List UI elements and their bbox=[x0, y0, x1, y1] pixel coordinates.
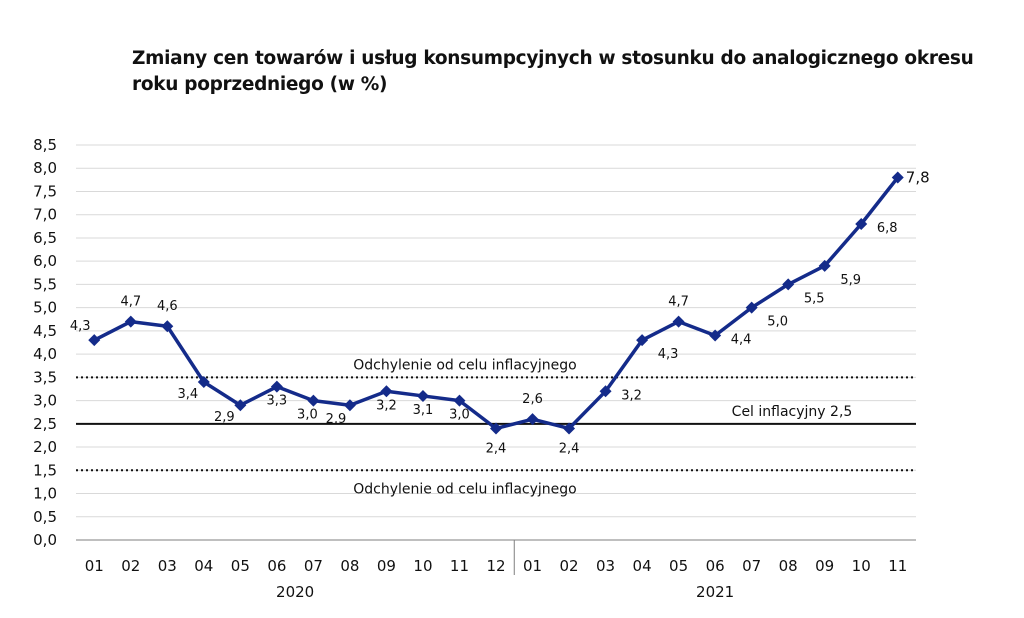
x-tick-label: 03 bbox=[596, 557, 615, 575]
data-point-marker bbox=[490, 422, 502, 435]
data-label: 4,3 bbox=[658, 347, 679, 362]
data-label: 2,9 bbox=[214, 410, 235, 425]
data-label: 3,3 bbox=[267, 394, 288, 409]
data-point-marker bbox=[599, 385, 612, 398]
y-tick-label: 2,5 bbox=[33, 415, 57, 433]
data-point-marker bbox=[88, 334, 101, 347]
data-label: 5,9 bbox=[840, 273, 861, 288]
data-label: 3,4 bbox=[177, 387, 198, 402]
data-point-marker bbox=[197, 376, 210, 388]
x-tick-label: 10 bbox=[852, 557, 871, 575]
data-labels: 4,3 4,7 4,6 3,4 2,9 3,3 3,0 2,9 3,2 3,1 3,0 2,4 2,6 2… bbox=[70, 169, 930, 457]
y-tick-label: 5,0 bbox=[33, 299, 57, 317]
x-tick-label: 08 bbox=[779, 557, 798, 575]
y-tick-label: 4,0 bbox=[33, 345, 57, 363]
data-point-marker bbox=[636, 334, 649, 347]
x-tick-label: 09 bbox=[377, 557, 396, 575]
data-label: 3,2 bbox=[376, 398, 397, 413]
data-point-marker bbox=[672, 315, 685, 328]
y-tick-label: 0,5 bbox=[33, 508, 57, 526]
data-label: 2,4 bbox=[559, 441, 580, 456]
data-label: 4,4 bbox=[731, 333, 752, 348]
x-tick-label: 07 bbox=[304, 557, 323, 575]
data-point-marker bbox=[343, 399, 356, 412]
data-label: 4,6 bbox=[157, 299, 178, 314]
x-tick-label: 07 bbox=[742, 557, 761, 575]
data-point-marker bbox=[855, 218, 868, 230]
axes: 0,0 0,5 1,0 1,5 2,0 2,5 3,0 3,5 4,0 4,5 5,0 5,5 6,0 6… bbox=[33, 136, 916, 601]
data-label: 3,2 bbox=[621, 388, 642, 403]
data-point-marker bbox=[709, 329, 722, 342]
data-label: 5,0 bbox=[767, 315, 788, 330]
x-tick-label: 04 bbox=[194, 557, 213, 575]
grid-lines bbox=[76, 144, 916, 518]
data-point-marker bbox=[782, 278, 795, 291]
x-tick-label: 11 bbox=[888, 557, 907, 575]
y-tick-label: 8,5 bbox=[33, 136, 57, 154]
x-tick-label: 01 bbox=[523, 557, 542, 575]
x-tick-label: 09 bbox=[815, 557, 834, 575]
data-label: 2,4 bbox=[486, 441, 507, 456]
data-point-marker bbox=[891, 171, 904, 184]
x-tick-label: 02 bbox=[121, 557, 140, 575]
y-tick-label: 4,5 bbox=[33, 322, 57, 340]
year-label: 2020 bbox=[276, 583, 314, 601]
reference-lines: Odchylenie od celu inflacyjnego Cel infla… bbox=[76, 357, 916, 497]
data-label: 3,1 bbox=[413, 403, 434, 418]
data-label: 4,7 bbox=[120, 295, 141, 310]
data-point-marker bbox=[270, 380, 283, 393]
year-label: 2021 bbox=[696, 583, 734, 601]
reference-line-label: Odchylenie od celu inflacyjnego bbox=[353, 357, 577, 373]
x-tick-label: 02 bbox=[559, 557, 578, 575]
data-point-marker bbox=[380, 385, 393, 398]
data-point-marker bbox=[563, 422, 576, 435]
reference-line-label: Odchylenie od celu inflacyjnego bbox=[353, 481, 577, 497]
data-point-marker bbox=[307, 394, 320, 407]
x-tick-label: 01 bbox=[85, 557, 104, 575]
data-label: 3,0 bbox=[449, 408, 470, 423]
data-point-marker bbox=[818, 259, 831, 272]
data-point-marker bbox=[161, 320, 174, 333]
y-tick-label: 3,0 bbox=[33, 392, 57, 410]
x-tick-label: 05 bbox=[231, 557, 250, 575]
x-tick-label: 03 bbox=[158, 557, 177, 575]
data-point-marker bbox=[453, 394, 466, 407]
data-point-marker bbox=[526, 413, 539, 426]
data-label: 6,8 bbox=[877, 221, 898, 236]
x-tick-label: 11 bbox=[450, 557, 469, 575]
x-tick-label: 04 bbox=[633, 557, 652, 575]
data-label: 2,9 bbox=[326, 412, 347, 427]
data-label: 4,3 bbox=[70, 319, 91, 334]
y-tick-label: 8,0 bbox=[33, 159, 57, 177]
data-label: 4,7 bbox=[668, 295, 689, 310]
data-label: 2,6 bbox=[522, 392, 543, 407]
data-point-marker bbox=[416, 389, 429, 402]
y-tick-label: 7,5 bbox=[33, 182, 57, 200]
y-tick-label: 6,0 bbox=[33, 252, 57, 270]
y-tick-label: 6,5 bbox=[33, 229, 57, 247]
y-tick-label: 2,0 bbox=[33, 438, 57, 456]
data-label: 3,0 bbox=[297, 408, 318, 423]
x-tick-label: 12 bbox=[486, 557, 505, 575]
chart-title: Zmiany cen towarów i usług konsumpcyjnyc… bbox=[132, 48, 974, 95]
data-point-marker bbox=[745, 301, 758, 314]
x-tick-label: 06 bbox=[706, 557, 725, 575]
data-series bbox=[88, 171, 904, 435]
x-tick-label: 08 bbox=[340, 557, 359, 575]
y-tick-label: 5,5 bbox=[33, 275, 57, 293]
y-tick-label: 3,5 bbox=[33, 368, 57, 386]
data-point-marker bbox=[124, 315, 137, 328]
x-tick-label: 06 bbox=[267, 557, 286, 575]
data-label: 7,8 bbox=[906, 169, 930, 187]
x-tick-label: 05 bbox=[669, 557, 688, 575]
y-tick-label: 7,0 bbox=[33, 206, 57, 224]
x-tick-label: 10 bbox=[413, 557, 432, 575]
y-tick-label: 0,0 bbox=[33, 531, 57, 549]
y-tick-label: 1,5 bbox=[33, 461, 57, 479]
data-point-marker bbox=[234, 399, 247, 412]
data-label: 5,5 bbox=[804, 291, 825, 306]
reference-line-label: Cel inflacyjny 2,5 bbox=[732, 404, 853, 420]
y-tick-label: 1,0 bbox=[33, 485, 57, 503]
